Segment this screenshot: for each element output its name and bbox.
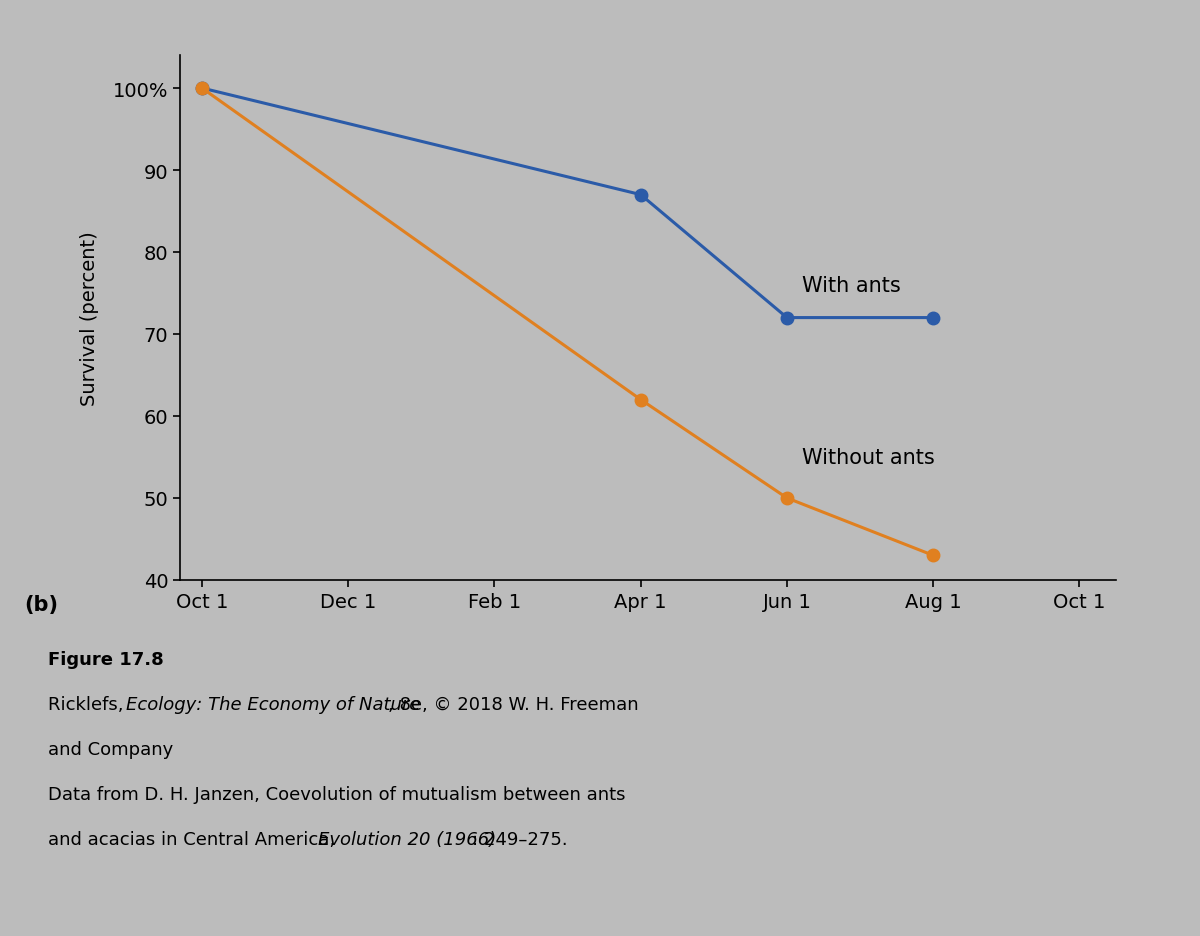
Text: and Company: and Company	[48, 740, 173, 758]
Y-axis label: Survival (percent): Survival (percent)	[80, 231, 98, 405]
Text: Data from D. H. Janzen, Coevolution of mutualism between ants: Data from D. H. Janzen, Coevolution of m…	[48, 785, 625, 803]
Text: With ants: With ants	[802, 275, 900, 296]
Text: and acacias in Central America,: and acacias in Central America,	[48, 830, 341, 848]
Text: : 249–275.: : 249–275.	[472, 830, 568, 848]
Text: Figure 17.8: Figure 17.8	[48, 651, 163, 668]
Text: (b): (b)	[24, 594, 58, 614]
Text: Evolution 20 (1966): Evolution 20 (1966)	[318, 830, 497, 848]
Text: Ricklefs,: Ricklefs,	[48, 695, 130, 713]
Text: , 8e, © 2018 W. H. Freeman: , 8e, © 2018 W. H. Freeman	[388, 695, 638, 713]
Text: Without ants: Without ants	[802, 447, 935, 467]
Text: Ecology: The Economy of Nature: Ecology: The Economy of Nature	[126, 695, 420, 713]
